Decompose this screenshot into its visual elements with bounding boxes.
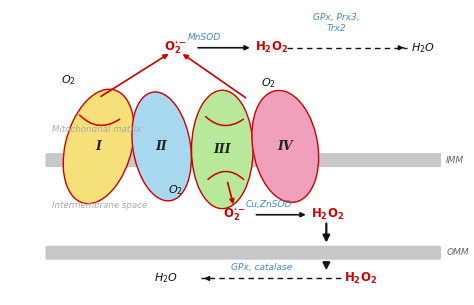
- Text: $O_2$: $O_2$: [61, 73, 76, 87]
- Text: $H_2O$: $H_2O$: [411, 41, 435, 55]
- Text: OMM: OMM: [446, 248, 469, 257]
- Text: $O_2$: $O_2$: [262, 76, 276, 90]
- Text: MnSOD: MnSOD: [187, 33, 220, 42]
- Text: Cu,ZnSOD: Cu,ZnSOD: [246, 200, 292, 209]
- Text: $\mathbf{H_2O_2}$: $\mathbf{H_2O_2}$: [311, 207, 344, 222]
- Text: $\mathbf{H_2O_2}$: $\mathbf{H_2O_2}$: [255, 40, 288, 55]
- Ellipse shape: [191, 90, 253, 209]
- Text: IV: IV: [277, 140, 293, 153]
- Text: I: I: [96, 140, 101, 153]
- Text: GPx, Prx3,
Trx2: GPx, Prx3, Trx2: [313, 13, 360, 33]
- Ellipse shape: [132, 92, 191, 201]
- Text: GPx, catalase: GPx, catalase: [231, 264, 292, 272]
- Text: $H_2O$: $H_2O$: [154, 271, 178, 285]
- Text: $\mathbf{O_2^{\bullet-}}$: $\mathbf{O_2^{\bullet-}}$: [164, 39, 187, 56]
- Ellipse shape: [63, 89, 134, 204]
- Text: II: II: [156, 140, 167, 153]
- FancyBboxPatch shape: [46, 246, 441, 260]
- Text: Intermembrane space: Intermembrane space: [52, 201, 147, 210]
- Text: $\mathbf{O_2^{\bullet-}}$: $\mathbf{O_2^{\bullet-}}$: [222, 206, 246, 223]
- Text: $O_2$: $O_2$: [168, 184, 183, 197]
- Text: III: III: [213, 143, 231, 156]
- Text: Mitochondrial matrix: Mitochondrial matrix: [52, 125, 141, 134]
- Ellipse shape: [252, 91, 319, 203]
- Text: IMM: IMM: [446, 156, 465, 165]
- Text: $\mathbf{H_2O_2}$: $\mathbf{H_2O_2}$: [344, 271, 377, 286]
- FancyBboxPatch shape: [46, 153, 441, 167]
